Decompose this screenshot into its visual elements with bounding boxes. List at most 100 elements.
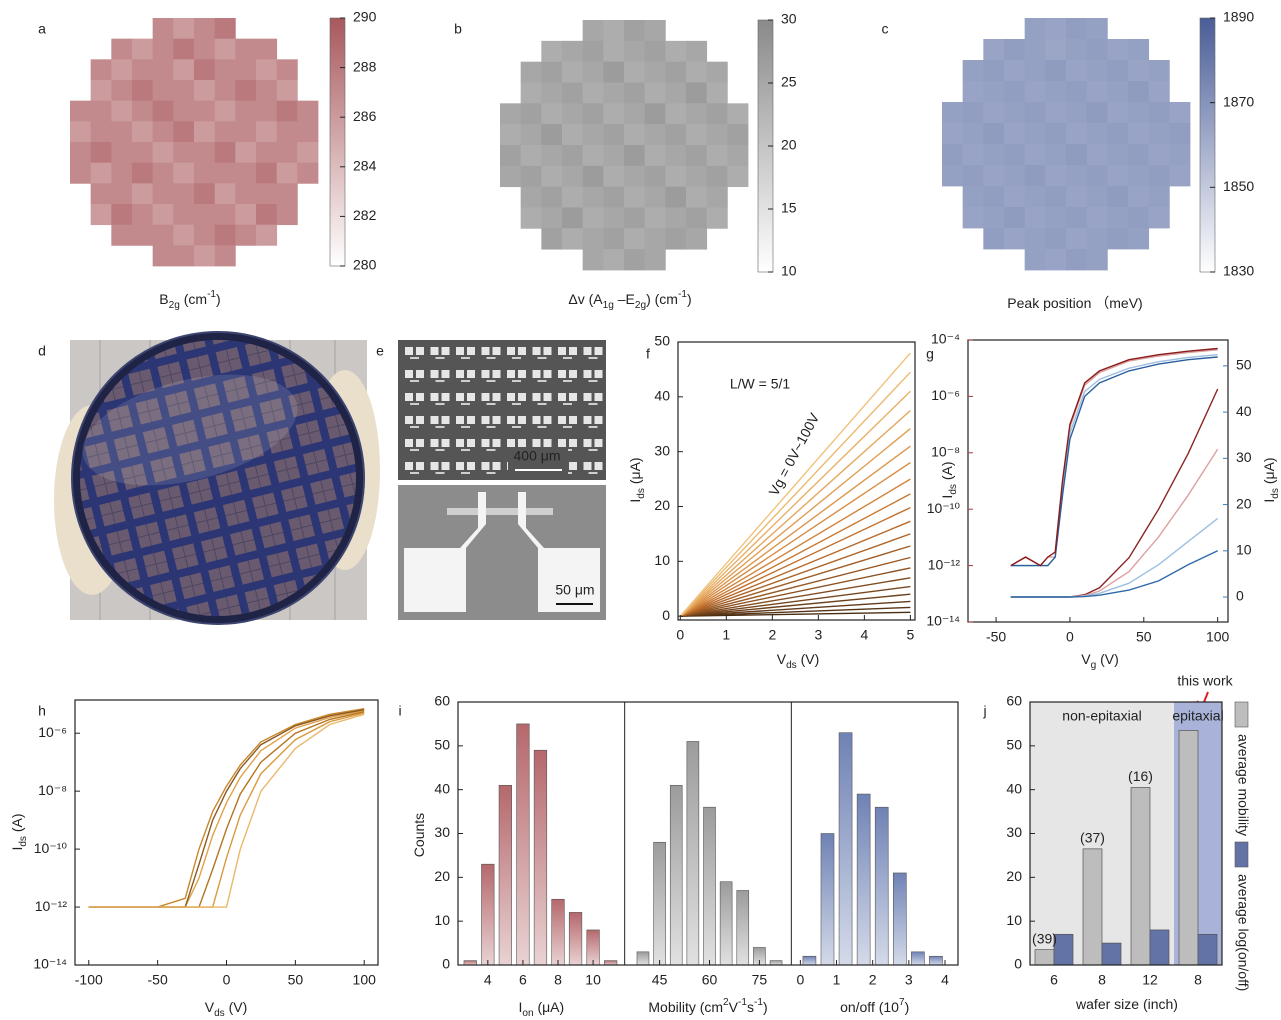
map-cell xyxy=(91,163,112,184)
map-cell xyxy=(603,187,624,208)
label-part: (V) xyxy=(225,999,248,1015)
bar-note: (37) xyxy=(1080,830,1105,846)
data-line xyxy=(680,479,910,616)
map-cell xyxy=(583,249,604,270)
map-cell xyxy=(132,204,153,225)
map-cell xyxy=(194,121,215,142)
map-cell xyxy=(173,163,194,184)
y-tick-label: 10⁻⁸ xyxy=(38,782,67,798)
map-cell xyxy=(1169,102,1190,123)
map-cell xyxy=(686,208,707,229)
map-cell xyxy=(1066,39,1087,60)
map-cell xyxy=(235,101,256,122)
map-cell xyxy=(942,102,963,123)
map-cell xyxy=(235,39,256,60)
legend-label: average mobility xyxy=(1235,734,1251,836)
map-cell xyxy=(686,83,707,104)
map-cell xyxy=(1149,207,1170,228)
map-cell xyxy=(983,207,1004,228)
y-tick-label: 20 xyxy=(654,497,670,513)
map-cell xyxy=(1087,60,1108,81)
data-line xyxy=(89,710,364,907)
map-cell xyxy=(562,83,583,104)
y-tick-label: 20 xyxy=(434,868,450,884)
map-cell xyxy=(173,142,194,163)
map-cell xyxy=(583,187,604,208)
label-part: -1 xyxy=(754,997,763,1008)
micrograph xyxy=(398,340,606,620)
x-tick-label: 12 xyxy=(1142,972,1158,988)
map-cell xyxy=(1149,186,1170,207)
bar-note: (39) xyxy=(1032,930,1057,946)
map-cell xyxy=(603,103,624,124)
map-cell xyxy=(132,121,153,142)
axis-label: Δv (A1g –E2g) (cm-1) xyxy=(568,289,691,311)
x-tick-label: 3 xyxy=(905,972,913,988)
map-cell xyxy=(215,204,236,225)
map-cell xyxy=(541,41,562,62)
x-tick-label: 6 xyxy=(519,972,527,988)
y-tick-label: 30 xyxy=(654,442,670,458)
map-cell xyxy=(1169,144,1190,165)
x-tick-label: 6 xyxy=(1050,972,1058,988)
y-tick-label: 10⁻¹⁴ xyxy=(33,956,67,972)
label-part: (cm xyxy=(180,291,207,307)
map-cell xyxy=(277,142,298,163)
axis-label: Vg (V) xyxy=(1081,651,1119,671)
colorbar xyxy=(1200,18,1215,272)
x-tick-label: -100 xyxy=(75,972,103,988)
map-cell xyxy=(942,144,963,165)
map-cell xyxy=(1107,123,1128,144)
map-cell xyxy=(686,166,707,187)
map-cell xyxy=(297,121,318,142)
data-line xyxy=(89,713,364,907)
map-cell xyxy=(500,145,521,166)
map-cell xyxy=(665,187,686,208)
map-cell xyxy=(1087,165,1108,186)
bar xyxy=(604,961,617,965)
map-cell xyxy=(1066,123,1087,144)
label-part: -1 xyxy=(207,289,216,300)
map-cell xyxy=(583,228,604,249)
map-cell xyxy=(562,145,583,166)
bar xyxy=(1179,730,1198,965)
bar xyxy=(687,741,699,965)
map-cell xyxy=(665,103,686,124)
map-cell xyxy=(111,59,132,80)
map-cell xyxy=(1087,144,1108,165)
map-cell xyxy=(645,187,666,208)
map-cell xyxy=(111,225,132,246)
map-cell xyxy=(1025,102,1046,123)
map-cell xyxy=(1149,123,1170,144)
map-cell xyxy=(235,163,256,184)
legend-swatch xyxy=(1235,842,1248,867)
map-cell xyxy=(603,166,624,187)
map-cell xyxy=(624,145,645,166)
map-cell xyxy=(111,121,132,142)
map-cell xyxy=(215,121,236,142)
map-cell xyxy=(603,20,624,41)
map-cell xyxy=(1149,165,1170,186)
bar xyxy=(821,834,834,966)
y-tick-label: 10⁻¹⁰ xyxy=(927,500,961,516)
x-tick-label: 4 xyxy=(860,627,868,643)
map-cell xyxy=(215,101,236,122)
map-cell xyxy=(277,59,298,80)
map-cell xyxy=(541,187,562,208)
bar xyxy=(1198,934,1217,965)
bar xyxy=(1150,930,1169,965)
data-line xyxy=(680,508,910,617)
map-cell xyxy=(665,41,686,62)
map-cell xyxy=(194,245,215,266)
x-tick-label: 100 xyxy=(1206,629,1230,645)
map-cell xyxy=(277,183,298,204)
label-part: (μA) xyxy=(1261,457,1277,488)
map-cell xyxy=(111,183,132,204)
map-cell xyxy=(603,208,624,229)
map-cell xyxy=(1004,123,1025,144)
map-cell xyxy=(173,59,194,80)
label-part: s xyxy=(747,999,754,1015)
label-part: ) xyxy=(905,999,910,1015)
map-cell xyxy=(727,166,748,187)
map-cell xyxy=(1045,81,1066,102)
